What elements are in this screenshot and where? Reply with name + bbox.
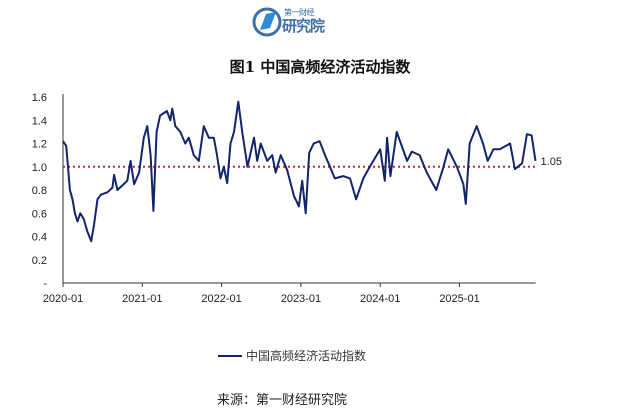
y-tick-label: 1.6 (32, 92, 47, 104)
logo: 第一财经 研究院 (252, 4, 342, 40)
y-axis: - 0.2 0.4 0.6 0.8 1.0 1.2 1.4 1.6 (32, 92, 64, 290)
y-tick-label: 1.2 (32, 139, 47, 151)
legend-swatch (218, 354, 242, 357)
line-chart: - 0.2 0.4 0.6 0.8 1.0 1.2 1.4 1.6 2020-01 2021-01… (32, 92, 562, 305)
legend-label: 中国高频经济活动指数 (246, 349, 367, 363)
y-tick-label: 1.4 (32, 115, 47, 127)
legend: 中国高频经济活动指数 (218, 347, 366, 364)
source-note: 来源：第一财经研究院 (217, 393, 348, 408)
y-tick-label: 0.8 (32, 185, 47, 197)
end-value-label: 1.05 (541, 156, 562, 168)
series-line (62, 100, 537, 243)
x-tick-label: 2020-01 (43, 293, 83, 305)
x-tick-label: 2024-01 (360, 293, 400, 305)
y-tick-label: - (43, 278, 47, 290)
chart-title: 图1 中国高频经济活动指数 (229, 58, 411, 76)
x-tick-label: 2023-01 (281, 293, 321, 305)
logo-emblem-icon (252, 7, 282, 37)
y-tick-label: 1.0 (32, 162, 47, 174)
y-tick-label: 0.4 (32, 232, 47, 244)
x-axis: 2020-01 2021-01 2022-01 2023-01 2024-01 2025-… (43, 282, 536, 305)
logo-top-text: 第一财经 (284, 8, 315, 17)
x-tick-label: 2021-01 (122, 293, 162, 305)
y-tick-label: 0.2 (32, 255, 47, 267)
logo-main-text: 研究院 (282, 17, 325, 35)
x-tick-label: 2022-01 (201, 293, 241, 305)
y-tick-label: 0.6 (32, 208, 47, 220)
x-tick-label: 2025-01 (439, 293, 479, 305)
